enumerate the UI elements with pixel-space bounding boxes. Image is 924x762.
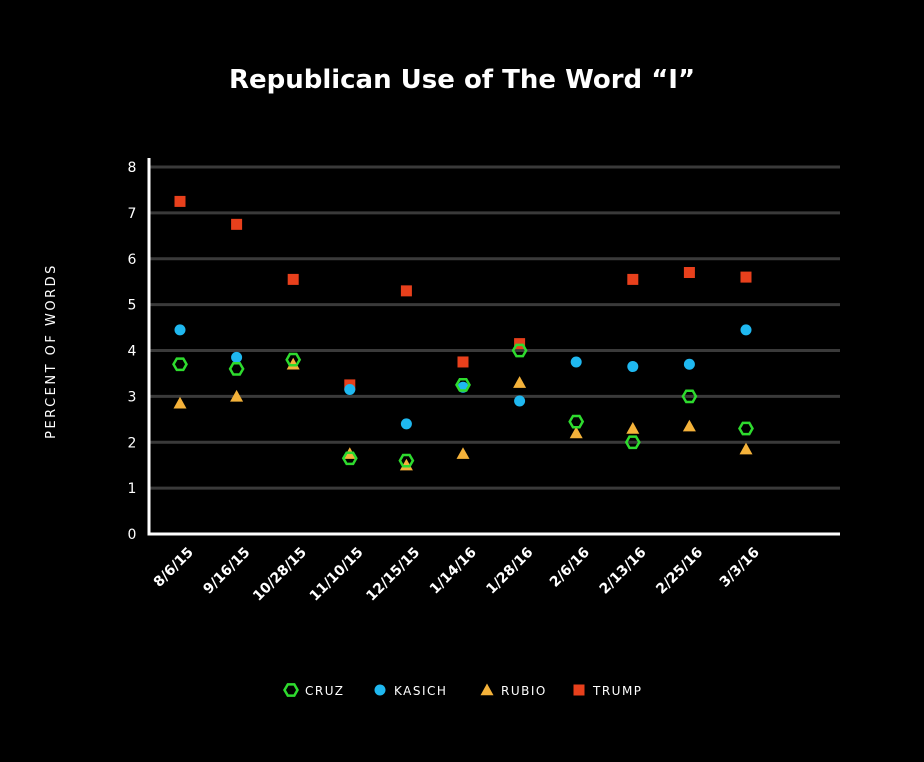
y-tick-label: 5 [128,298,137,314]
legend: CRUZ KASICH RUBIO TRUMP [283,683,643,698]
point-rubio [682,419,696,432]
point-trump [400,285,412,297]
legend-label-kasich: KASICH [394,684,447,698]
series-cruz [172,343,754,468]
y-tick-labels: 0 1 2 3 4 5 6 7 8 [128,160,137,543]
x-tick-label: 12/15/15 [363,545,423,605]
legend-item-kasich: KASICH [374,684,447,698]
point-kasich [570,356,582,368]
point-kasich [400,418,412,430]
point-rubio [569,426,583,439]
y-tick-label: 6 [128,252,137,268]
point-trump [231,218,243,230]
point-kasich [231,351,243,363]
x-tick-label: 11/10/15 [307,545,367,605]
legend-marker-cruz [283,683,299,697]
series-kasich [174,324,752,430]
x-tick-label: 3/3/16 [717,545,763,591]
point-cruz [568,414,585,429]
x-tick-label: 2/6/16 [547,545,593,591]
point-trump [174,195,186,207]
x-tick-label: 10/28/15 [250,545,310,605]
y-axis-label: PERCENT OF WORDS [44,263,59,439]
x-tick-label: 8/6/15 [151,545,197,591]
point-rubio [626,421,640,434]
point-kasich [683,358,695,370]
point-kasich [627,361,639,373]
legend-marker-trump [573,684,585,696]
gridlines [149,165,840,490]
point-rubio [399,458,413,471]
point-rubio [230,389,244,402]
legend-label-trump: TRUMP [592,684,643,698]
point-cruz [228,361,245,376]
point-cruz [511,343,528,358]
point-trump [740,271,752,283]
chart-title: Republican Use of The Word “I” [229,65,695,95]
x-tick-label: 2/25/16 [653,545,706,598]
axes [147,158,840,536]
point-kasich [174,324,186,336]
legend-label-cruz: CRUZ [305,684,345,698]
legend-item-rubio: RUBIO [480,683,547,698]
series-trump [174,195,752,391]
point-rubio [173,396,187,409]
y-tick-label: 0 [128,527,137,543]
legend-marker-kasich [374,684,386,696]
x-tick-label: 1/14/16 [427,545,480,598]
point-cruz [455,378,471,392]
y-tick-label: 1 [128,481,137,497]
point-trump [514,338,526,350]
point-trump [683,267,695,279]
point-cruz [624,435,641,450]
point-cruz [341,451,358,466]
y-tick-label: 7 [128,206,137,222]
legend-label-rubio: RUBIO [501,684,547,698]
x-tick-label: 1/28/16 [483,545,536,598]
y-tick-label: 2 [128,435,137,451]
legend-item-cruz: CRUZ [283,683,345,698]
legend-item-trump: TRUMP [573,684,643,698]
x-tick-label: 9/16/15 [200,545,253,598]
point-rubio [739,442,753,455]
point-cruz [172,357,188,372]
point-cruz [285,352,302,367]
point-rubio [513,376,527,388]
series-rubio [173,357,753,471]
point-kasich [344,383,356,395]
point-trump [627,273,639,285]
point-rubio [456,447,470,459]
data-markers [172,195,754,471]
x-tick-label: 2/13/16 [597,545,650,598]
point-trump [287,273,299,285]
point-kasich [740,324,752,336]
legend-marker-rubio [480,683,494,696]
point-kasich [514,395,526,407]
point-cruz [738,421,754,436]
y-tick-label: 4 [128,344,137,360]
point-cruz [398,453,415,468]
y-tick-label: 3 [128,389,137,405]
y-tick-label: 8 [128,160,137,176]
point-cruz [681,389,698,404]
point-trump [457,356,469,368]
